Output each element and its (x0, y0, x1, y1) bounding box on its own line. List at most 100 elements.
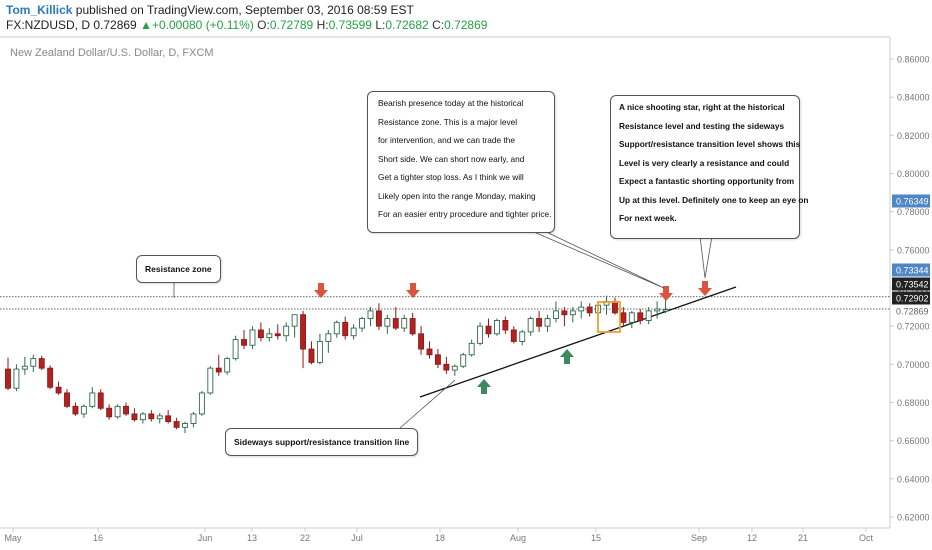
open-label: O: (257, 18, 270, 32)
candle-up (156, 415, 163, 420)
candle-up (80, 405, 87, 415)
candle-down (64, 392, 70, 407)
bearish-note[interactable]: Bearish presence today at the historical… (367, 91, 555, 233)
candle-down (418, 333, 425, 350)
time-tick-label: Sep (691, 533, 707, 543)
transition-line-note[interactable]: Sideways support/resistance transition l… (225, 428, 419, 456)
candle-up (527, 318, 534, 333)
low-value: 0.72682 (385, 18, 429, 32)
shooting-star-note-line: Up at this level. Definitely one to keep… (619, 194, 809, 205)
candle-down (409, 318, 416, 335)
candle-up (460, 354, 467, 367)
red-down-arrow-icon (659, 286, 673, 301)
markers (314, 281, 712, 394)
price-tick-label: 0.72000 (897, 322, 930, 332)
candle-up (232, 339, 239, 360)
time-axis[interactable]: May 16 Jun 13 22 Jul 18 Aug 15 Sep 12 21 Oct (4, 528, 873, 543)
price-tick-label: 0.76000 (897, 245, 930, 255)
author-link[interactable]: Tom_Killick (6, 3, 73, 17)
publish-info: published on TradingView.com, September … (72, 3, 414, 17)
candle-down (97, 392, 104, 409)
time-tick-label: 16 (93, 533, 103, 543)
candle-up (578, 306, 585, 312)
time-tick-label: May (4, 533, 22, 543)
candle-up (249, 329, 256, 346)
price-tick-label: 0.66000 (897, 436, 930, 446)
candle-down (257, 329, 264, 339)
price-axis[interactable]: 0.86000 0.84000 0.82000 0.80000 0.78000 0.760… (890, 55, 930, 523)
candle-down (443, 363, 450, 371)
candle-up (451, 365, 458, 371)
close-value: 0.72869 (444, 18, 488, 32)
candle-down (586, 306, 593, 314)
candle-up (359, 318, 366, 329)
time-tick-label: Jun (198, 533, 213, 543)
time-tick-label: Oct (859, 533, 874, 543)
resistance-zone-note[interactable]: Resistance zone (136, 255, 221, 283)
candle-up (333, 321, 340, 335)
trendline (419, 286, 737, 398)
candle-down (510, 329, 517, 342)
time-tick-label: 21 (798, 533, 808, 543)
bearish-note-line: Likely open into the range Monday, makin… (378, 190, 536, 201)
shooting-star-note-line: A nice shooting star, right at the histo… (619, 102, 785, 112)
publish-line: Tom_Killick published on TradingView.com… (6, 3, 414, 17)
price-tick-label: 0.78000 (897, 207, 930, 217)
candle-up (224, 358, 231, 373)
price-label-box (892, 304, 930, 318)
candles (5, 295, 669, 434)
price-tick-label: 0.62000 (897, 513, 930, 523)
candle-down (426, 348, 433, 356)
candle-down (375, 310, 382, 327)
candle-down (241, 339, 247, 346)
resistance-lines (0, 296, 890, 310)
resistance-zone-text: Resistance zone (145, 264, 212, 274)
up-triangle-icon: ▲ (140, 18, 152, 32)
candle-up (468, 342, 475, 356)
red-down-arrow-icon (698, 281, 712, 296)
candle-down (148, 413, 155, 420)
shooting-star-pointer (699, 235, 713, 279)
transition-line-pointer (399, 379, 456, 429)
price-label-box (892, 291, 930, 305)
candle-up (21, 365, 28, 370)
time-tick-label: 12 (747, 533, 757, 543)
header: Tom_Killick published on TradingView.com… (0, 0, 932, 34)
last-price: 0.72869 (93, 18, 137, 32)
candle-up (198, 392, 205, 415)
time-tick-label: 15 (591, 533, 601, 543)
candle-down (5, 368, 11, 389)
bearish-note-line: Resistance zone. This is a major level (378, 116, 518, 127)
candle-down (502, 319, 509, 331)
candle-up (384, 318, 391, 327)
candle-down (215, 367, 222, 373)
price-tick-label: 0.80000 (897, 169, 930, 179)
candle-down (612, 300, 618, 314)
time-tick-label: 18 (435, 533, 445, 543)
candle-up (628, 312, 635, 323)
candle-up (291, 314, 298, 327)
time-tick-label: Aug (510, 533, 526, 543)
price-tick-label: 0.64000 (897, 474, 930, 484)
price-tick-label: 0.86000 (897, 55, 930, 65)
candle-down (38, 358, 45, 369)
high-value: 0.73599 (328, 18, 372, 32)
green-up-arrow-icon (560, 349, 574, 364)
chart-title: New Zealand Dollar/U.S. Dollar, D, FXCM (10, 47, 214, 59)
shooting-star-note-line: Expect a fantastic shorting opportunity … (619, 176, 795, 186)
candle-up (493, 319, 500, 335)
price-tick-label: 0.70000 (897, 360, 930, 370)
candle-up (519, 331, 526, 342)
low-label: L: (375, 18, 386, 32)
symbol[interactable]: FX:NZDUSD, D (6, 18, 90, 32)
candle-up (13, 368, 20, 389)
candle-down (536, 318, 543, 327)
ohlc-line: FX:NZDUSD, D 0.72869 ▲+0.00080 (+0.11%) … (6, 18, 487, 32)
price-label-text: 0.73344 (896, 266, 929, 276)
bearish-note-line: Get a tighter stop loss. As I think we w… (378, 172, 524, 182)
trendline-group (419, 286, 737, 398)
shooting-star-note[interactable]: A nice shooting star, right at the histo… (610, 95, 809, 239)
price-tick-label: 0.84000 (897, 93, 930, 103)
price-label-box (892, 194, 930, 208)
